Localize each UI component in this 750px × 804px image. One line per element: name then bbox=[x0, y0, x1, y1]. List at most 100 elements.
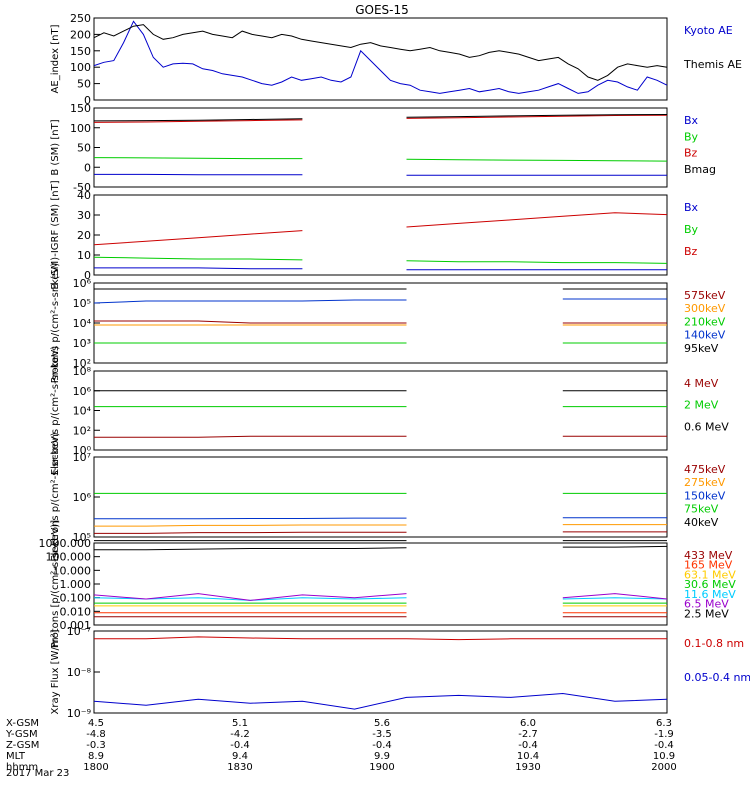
footer-value: 5.1 bbox=[232, 718, 248, 729]
y-tick-label: 10⁶ bbox=[73, 491, 92, 504]
series-line bbox=[94, 21, 667, 93]
footer-value: -1.9 bbox=[654, 729, 674, 740]
y-tick-label: 10 bbox=[77, 249, 91, 262]
legend-entry: Bz bbox=[684, 147, 698, 160]
y-tick-label: 10⁻⁸ bbox=[67, 666, 92, 679]
y-tick-label: 10⁻⁷ bbox=[67, 625, 91, 638]
legend-entry: 4 MeV bbox=[684, 377, 719, 390]
panel-frame bbox=[94, 18, 667, 100]
footer-row-label: Y-GSM bbox=[5, 729, 38, 740]
series-line bbox=[94, 257, 302, 260]
plot-title: GOES-15 bbox=[355, 3, 409, 17]
y-axis-label: Xray Flux [W/m²] bbox=[50, 629, 61, 714]
footer-value: 10.4 bbox=[517, 751, 539, 762]
legend-entry: 300keV bbox=[684, 302, 726, 315]
panel-frame bbox=[94, 371, 667, 450]
footer-row-label: hhmm bbox=[6, 762, 38, 773]
series-line bbox=[563, 546, 667, 547]
footer-value: 9.4 bbox=[232, 751, 248, 762]
footer-row-label: X-GSM bbox=[6, 718, 39, 729]
y-tick-label: 40 bbox=[77, 189, 91, 202]
footer-value: 2000 bbox=[651, 762, 676, 773]
y-tick-label: 100 bbox=[70, 122, 91, 135]
footer-value: 1800 bbox=[83, 762, 108, 773]
footer-value: -4.2 bbox=[230, 729, 250, 740]
footer-value: 8.9 bbox=[88, 751, 104, 762]
legend-entry: 2 MeV bbox=[684, 399, 719, 412]
legend-entry: Bmag bbox=[684, 163, 716, 176]
footer-value: -0.4 bbox=[372, 740, 392, 751]
series-line bbox=[94, 594, 407, 601]
legend-entry: 0.1-0.8 nm bbox=[684, 637, 744, 650]
footer-row-label: Z-GSM bbox=[6, 740, 39, 751]
legend-entry: 75keV bbox=[684, 503, 719, 516]
footer-value: 1930 bbox=[515, 762, 540, 773]
series-line bbox=[94, 548, 407, 550]
y-tick-label: 10⁶ bbox=[73, 277, 92, 290]
footer-value: 5.6 bbox=[374, 718, 390, 729]
y-tick-label: 10⁷ bbox=[73, 451, 91, 464]
legend-entry: 40keV bbox=[684, 516, 719, 529]
y-tick-label: 10⁸ bbox=[73, 365, 92, 378]
legend-entry: Bz bbox=[684, 245, 698, 258]
footer-value: -2.7 bbox=[518, 729, 538, 740]
series-line bbox=[94, 231, 302, 245]
series-line bbox=[94, 694, 667, 710]
footer-value: 10.9 bbox=[653, 751, 675, 762]
series-line bbox=[563, 598, 667, 599]
y-axis-label: AE_index [nT] bbox=[50, 24, 61, 93]
ephemeris-footer: 2017 Mar 23 X-GSMY-GSMZ-GSMMLThhmm4.5-4.… bbox=[5, 718, 677, 779]
legend-entry: Bx bbox=[684, 114, 699, 127]
y-tick-label: 10⁵ bbox=[73, 297, 91, 310]
y-tick-label: 10⁶ bbox=[73, 385, 92, 398]
footer-value: 9.9 bbox=[374, 751, 390, 762]
footer-value: -0.4 bbox=[518, 740, 538, 751]
footer-value: 1830 bbox=[227, 762, 252, 773]
y-tick-label: 200 bbox=[70, 28, 91, 41]
y-tick-label: 1.000 bbox=[60, 578, 92, 591]
legend-entry: By bbox=[684, 223, 699, 236]
y-tick-label: 250 bbox=[70, 12, 91, 25]
legend-entry: Bx bbox=[684, 201, 699, 214]
footer-value: -0.4 bbox=[230, 740, 250, 751]
y-tick-label: 10² bbox=[73, 424, 91, 437]
legend-entry: 575keV bbox=[684, 289, 726, 302]
footer-value: -0.4 bbox=[654, 740, 674, 751]
legend-entry: Themis AE bbox=[683, 58, 742, 71]
panel-7: 1000.000100.00010.0001.0000.1000.0100.00… bbox=[39, 520, 737, 648]
footer-value: -0.3 bbox=[86, 740, 106, 751]
legend-entry: 140keV bbox=[684, 329, 726, 342]
y-tick-label: 0.010 bbox=[60, 605, 92, 618]
series-line bbox=[407, 159, 668, 161]
legend-entry: 150keV bbox=[684, 489, 726, 502]
panel-frame bbox=[94, 631, 667, 713]
y-tick-label: 10³ bbox=[73, 337, 91, 350]
y-tick-label: 10⁴ bbox=[73, 405, 92, 418]
y-axis-label: B (SM) [nT] bbox=[50, 119, 61, 175]
footer-value: 6.0 bbox=[520, 718, 536, 729]
footer-value: -4.8 bbox=[86, 729, 106, 740]
footer-value: 4.5 bbox=[88, 718, 104, 729]
footer-row-label: MLT bbox=[6, 751, 26, 762]
legend-entry: 2.5 MeV bbox=[684, 607, 729, 620]
series-line bbox=[94, 525, 407, 526]
legend-entry: 0.05-0.4 nm bbox=[684, 671, 750, 684]
y-tick-label: 50 bbox=[77, 78, 91, 91]
legend-entry: 275keV bbox=[684, 476, 726, 489]
legend-entry: 475keV bbox=[684, 463, 726, 476]
y-tick-label: 150 bbox=[70, 45, 91, 58]
legend-entry: By bbox=[684, 130, 699, 143]
y-tick-label: 20 bbox=[77, 229, 91, 242]
footer-value: 6.3 bbox=[656, 718, 672, 729]
series-line bbox=[94, 436, 407, 437]
y-tick-label: 1000.000 bbox=[39, 537, 92, 550]
legend-entry: 95keV bbox=[684, 342, 719, 355]
